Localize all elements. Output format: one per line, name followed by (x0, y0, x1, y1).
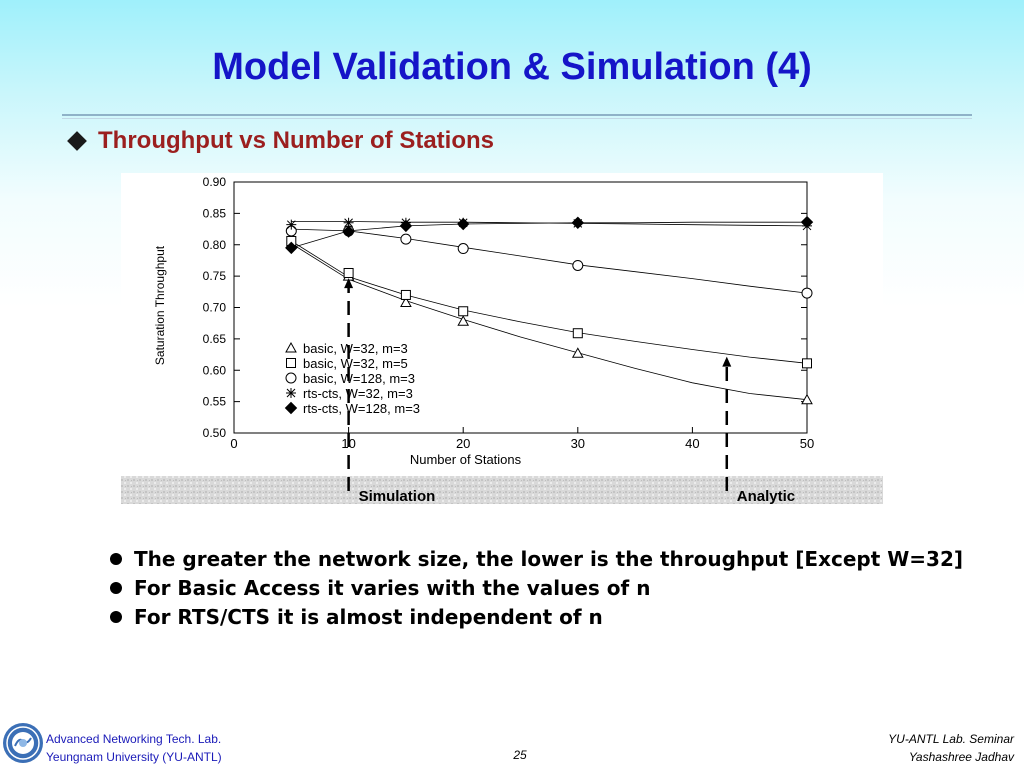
section-heading-label: Throughput vs Number of Stations (98, 127, 494, 154)
footer-seminar-info: YU-ANTL Lab. Seminar Yashashree Jadhav (888, 730, 1014, 766)
annotation-arrow-head (344, 278, 354, 289)
y-tick-label: 0.90 (203, 175, 227, 189)
bullet-item: For Basic Access it varies with the valu… (110, 577, 970, 600)
x-tick-label: 40 (685, 436, 699, 451)
footer-organization: Advanced Networking Tech. Lab. Yeungnam … (46, 730, 222, 766)
bullet-item: For RTS/CTS it is almost independent of … (110, 606, 970, 629)
legend-label: basic, W=32, m=5 (303, 356, 408, 371)
data-point-series-2 (458, 306, 469, 317)
bullet-list: The greater the network size, the lower … (110, 548, 970, 635)
data-point-series-2 (343, 267, 354, 278)
data-point-series-3 (457, 243, 469, 255)
bullet-item: The greater the network size, the lower … (110, 548, 970, 571)
annotation-band (121, 476, 883, 504)
data-point-series-1 (400, 296, 412, 307)
legend-marker (286, 358, 296, 368)
data-point-series-5 (456, 217, 470, 231)
bullet-dot-icon (110, 582, 122, 594)
bullet-dot-icon (110, 553, 122, 565)
y-tick-label: 0.70 (203, 301, 227, 315)
y-tick-label: 0.50 (203, 426, 227, 440)
data-point-series-5 (285, 241, 298, 255)
data-point-series-4 (343, 217, 354, 228)
data-point-series-2 (572, 328, 583, 339)
legend-marker (285, 341, 297, 353)
x-tick-label: 0 (230, 436, 237, 451)
data-point-series-2 (802, 358, 812, 369)
series-line-1 (291, 243, 808, 401)
y-tick-label: 0.75 (203, 269, 227, 283)
y-tick-label: 0.80 (203, 238, 227, 252)
y-tick-label: 0.85 (203, 206, 227, 220)
data-point-series-3 (801, 287, 813, 299)
legend-label: rts-cts, W=128, m=3 (303, 401, 420, 416)
data-point-series-5 (342, 225, 355, 238)
y-tick-label: 0.60 (203, 363, 227, 377)
data-point-series-1 (457, 315, 470, 326)
data-point-series-5 (399, 219, 413, 233)
bullet-text: For Basic Access it varies with the valu… (134, 576, 651, 600)
legend-label: basic, W=128, m=3 (303, 371, 415, 386)
data-point-series-3 (572, 259, 584, 271)
legend-marker (284, 401, 298, 415)
y-tick-label: 0.55 (203, 395, 227, 409)
bullet-dot-icon (110, 611, 122, 623)
x-tick-label: 50 (800, 436, 814, 451)
footer-presenter-name: Yashashree Jadhav (908, 750, 1014, 764)
y-tick-label: 0.65 (203, 332, 227, 346)
data-point-series-4 (286, 219, 297, 230)
slide-title: Model Validation & Simulation (4) (212, 46, 812, 88)
throughput-chart: 0.500.550.600.650.700.750.800.850.900102… (121, 173, 883, 504)
footer-lab-name: Advanced Networking Tech. Lab. (46, 732, 222, 746)
annotation-label: Simulation (359, 488, 436, 504)
data-point-series-5 (571, 216, 585, 229)
university-seal-icon (3, 723, 43, 763)
footer-seminar-name: YU-ANTL Lab. Seminar (888, 732, 1014, 746)
data-point-series-5 (800, 215, 814, 229)
x-axis-label: Number of Stations (410, 452, 522, 467)
page-number: 25 (513, 748, 527, 762)
annotation-label: Analytic (737, 488, 795, 504)
legend-marker (285, 372, 297, 384)
legend-marker (286, 388, 296, 398)
y-axis-label: Saturation Throughput (153, 245, 167, 365)
x-tick-label: 20 (456, 436, 470, 451)
legend-label: basic, W=32, m=3 (303, 341, 408, 356)
series-line-5 (291, 221, 807, 249)
data-point-series-3 (400, 233, 412, 245)
x-tick-label: 30 (571, 436, 585, 451)
legend-label: rts-cts, W=32, m=3 (303, 386, 413, 401)
series-line-2 (291, 240, 808, 364)
data-point-series-1 (801, 393, 813, 405)
series-line-3 (291, 228, 808, 294)
section-heading: Throughput vs Number of Stations (66, 126, 494, 156)
data-point-series-1 (571, 347, 584, 358)
title-divider-thin (62, 118, 972, 119)
annotation-arrow-head (722, 356, 732, 367)
chart-svg: 0.500.550.600.650.700.750.800.850.900102… (121, 175, 883, 504)
bullet-text: The greater the network size, the lower … (134, 547, 964, 571)
title-divider (62, 114, 972, 116)
footer-university-name: Yeungnam University (YU-ANTL) (46, 750, 222, 764)
bullet-text: For RTS/CTS it is almost independent of … (134, 605, 603, 629)
diamond-bullet-icon (67, 131, 87, 151)
data-point-series-2 (400, 289, 411, 300)
